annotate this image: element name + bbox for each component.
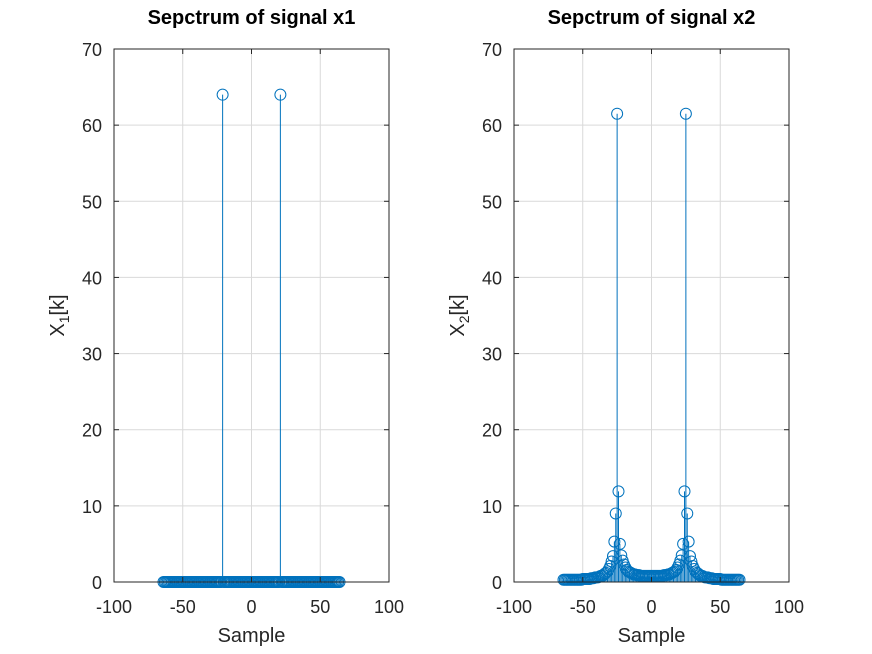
tick-marks (513, 48, 790, 583)
stem-marker (274, 88, 287, 101)
y-tick-label: 60 (482, 116, 502, 136)
x-tick-labels: -100 -50 0 50 100 (496, 597, 804, 617)
stem-marker (681, 507, 694, 520)
y-tick-label: 0 (492, 573, 502, 593)
stem-marker (608, 535, 621, 548)
y-axis-label-tail: [k] (447, 294, 469, 315)
x-tick-label: -100 (496, 597, 532, 617)
stem-marker (679, 107, 692, 120)
stem-marker (678, 485, 691, 498)
y-axis-label-main: X (47, 323, 69, 336)
x-tick-label: 0 (646, 597, 656, 617)
y-axis-label: X1[k] (47, 294, 72, 336)
x-tick-label: 100 (774, 597, 804, 617)
y-axis-label-tail: [k] (47, 294, 69, 315)
y-tick-label: 70 (482, 40, 502, 60)
stem-marker (216, 88, 229, 101)
y-tick-label: 10 (482, 497, 502, 517)
y-axis-label-main: X (447, 323, 469, 336)
x-tick-label: 50 (710, 597, 730, 617)
stem-marker (685, 555, 698, 568)
subplot-x2: -100 -50 0 50 100 0 10 20 30 40 50 60 70 Sepctrum o… (447, 7, 804, 647)
x-axis-label: Sample (218, 625, 286, 647)
y-tick-label: 20 (82, 421, 102, 441)
stem-marker (682, 535, 695, 548)
y-tick-label: 60 (82, 116, 102, 136)
y-tick-label: 30 (82, 345, 102, 365)
y-tick-labels: 0 10 20 30 40 50 60 70 (82, 40, 102, 593)
subplot-x1: -100 -50 0 50 100 0 10 20 30 40 50 60 70 Sepctrum o… (47, 7, 404, 647)
y-tick-label: 70 (82, 40, 102, 60)
stem-series (557, 107, 746, 586)
y-axis-label-subscript: 2 (456, 315, 472, 323)
x-tick-labels: -100 -50 0 50 100 (96, 597, 404, 617)
tick-marks (113, 48, 390, 583)
x-tick-label: 50 (310, 597, 330, 617)
x-tick-label: -50 (170, 597, 196, 617)
stem-marker (613, 537, 626, 550)
y-axis-label: X2[k] (447, 294, 472, 336)
y-tick-label: 20 (482, 421, 502, 441)
x-tick-label: -100 (96, 597, 132, 617)
stem-marker (733, 573, 746, 586)
y-axis-label-subscript: 1 (56, 315, 72, 323)
x-tick-label: -50 (570, 597, 596, 617)
y-tick-label: 40 (482, 268, 502, 288)
y-tick-label: 10 (82, 497, 102, 517)
chart-title: Sepctrum of signal x1 (148, 7, 356, 29)
y-tick-label: 50 (82, 192, 102, 212)
stem-marker (612, 485, 625, 498)
x-axis-label: Sample (618, 625, 686, 647)
y-tick-label: 30 (482, 345, 502, 365)
y-tick-labels: 0 10 20 30 40 50 60 70 (482, 40, 502, 593)
stem-marker (615, 549, 628, 562)
stem-marker (609, 507, 622, 520)
stem-marker (611, 107, 624, 120)
y-tick-label: 50 (482, 192, 502, 212)
y-tick-label: 0 (92, 573, 102, 593)
y-tick-label: 40 (82, 268, 102, 288)
chart-title: Sepctrum of signal x2 (548, 7, 756, 29)
x-tick-label: 100 (374, 597, 404, 617)
x-tick-label: 0 (246, 597, 256, 617)
